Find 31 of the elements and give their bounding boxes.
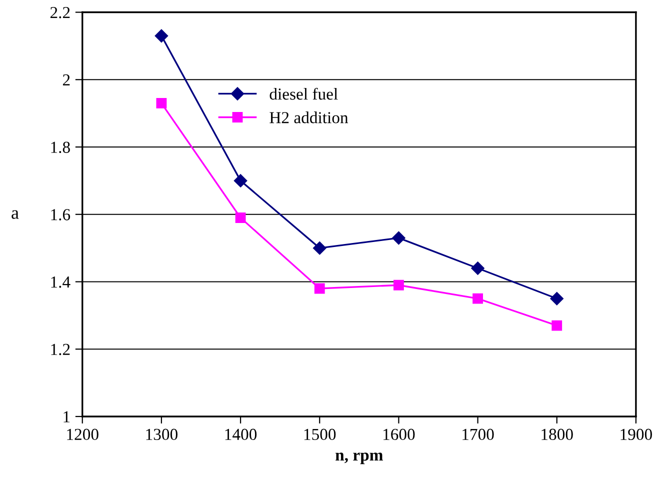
point [471,262,484,275]
x-tick-label: 1900 [620,428,652,440]
x-tick-label: 1800 [542,428,573,440]
legend-label: H2 addition [270,112,348,124]
point [234,174,248,188]
x-tick-label: 1200 [67,428,98,440]
legend-label: diesel fuel [270,88,338,100]
point [550,292,564,306]
point [156,98,167,108]
x-axis-title: n, rpm [336,452,383,464]
y-tick-label: 1.8 [51,142,70,154]
y-axis-title: a [12,210,19,219]
x-tick-label: 1500 [304,428,336,440]
point [472,293,483,304]
point [313,241,326,255]
x-tick-label: 1400 [225,428,257,440]
point [552,320,562,331]
point [235,212,246,223]
y-tick-label: 1.4 [51,276,70,288]
point [392,231,406,245]
point [314,283,325,294]
x-tick-label: 1600 [383,428,415,440]
x-tick-label: 1300 [146,428,178,440]
y-tick-label: 2.2 [50,6,70,18]
x-tick-label: 1700 [462,428,494,440]
point [393,280,404,290]
y-tick-label: 1.6 [51,209,70,220]
y-tick-label: 2 [62,74,70,86]
point [154,29,168,42]
y-tick-label: 1 [64,411,70,422]
y-tick-label: 1.2 [51,344,70,356]
